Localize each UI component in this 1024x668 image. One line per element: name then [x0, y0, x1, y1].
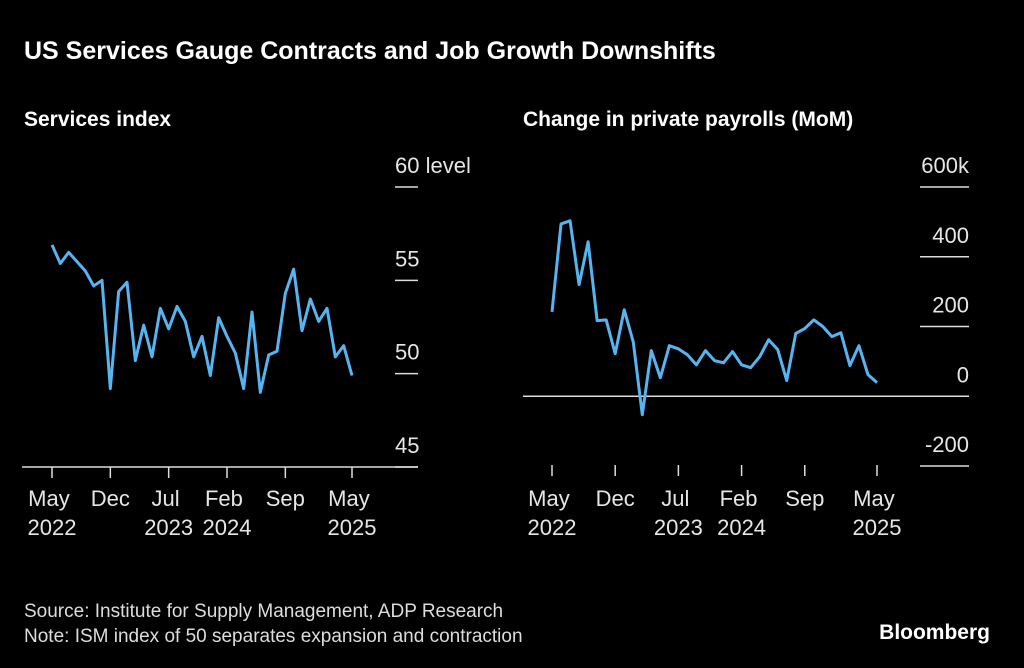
- data-line: [50, 244, 354, 394]
- x-tick-label: Dec: [596, 486, 635, 511]
- x-tick-label: May 2022: [28, 486, 77, 540]
- note: Note: ISM index of 50 separates expansio…: [24, 626, 523, 647]
- y-tick-label: 50: [395, 340, 419, 365]
- x-tick-label: May 2022: [528, 486, 577, 540]
- x-tick-label: Feb 2024: [717, 486, 766, 540]
- y-tick-label: 60 level: [395, 153, 471, 178]
- x-tick-label: Jul 2023: [654, 486, 703, 540]
- x-tick-label: Feb 2024: [203, 486, 252, 540]
- page-title: US Services Gauge Contracts and Job Grow…: [24, 37, 716, 65]
- x-tick-label: Dec: [91, 486, 130, 511]
- y-tick-label: 600k: [921, 153, 970, 178]
- data-line: [550, 219, 878, 417]
- chart-subtitle: Services index: [24, 108, 171, 131]
- y-tick-label: 0: [957, 362, 969, 387]
- y-tick-label: 200: [932, 293, 969, 318]
- logo: Bloomberg: [879, 621, 990, 644]
- y-tick-label: 55: [395, 246, 419, 271]
- x-tick-label: Sep: [785, 486, 824, 511]
- chart-subtitle: Change in private payrolls (MoM): [523, 108, 853, 131]
- y-tick-label: 400: [932, 223, 969, 248]
- x-tick-label: Sep: [266, 486, 305, 511]
- y-tick-label: 45: [395, 433, 419, 458]
- x-tick-label: May 2025: [853, 486, 902, 540]
- x-tick-label: May 2025: [328, 486, 377, 540]
- y-tick-label: -200: [925, 432, 969, 457]
- source: Source: Institute for Supply Management,…: [24, 601, 503, 622]
- x-tick-label: Jul 2023: [144, 486, 193, 540]
